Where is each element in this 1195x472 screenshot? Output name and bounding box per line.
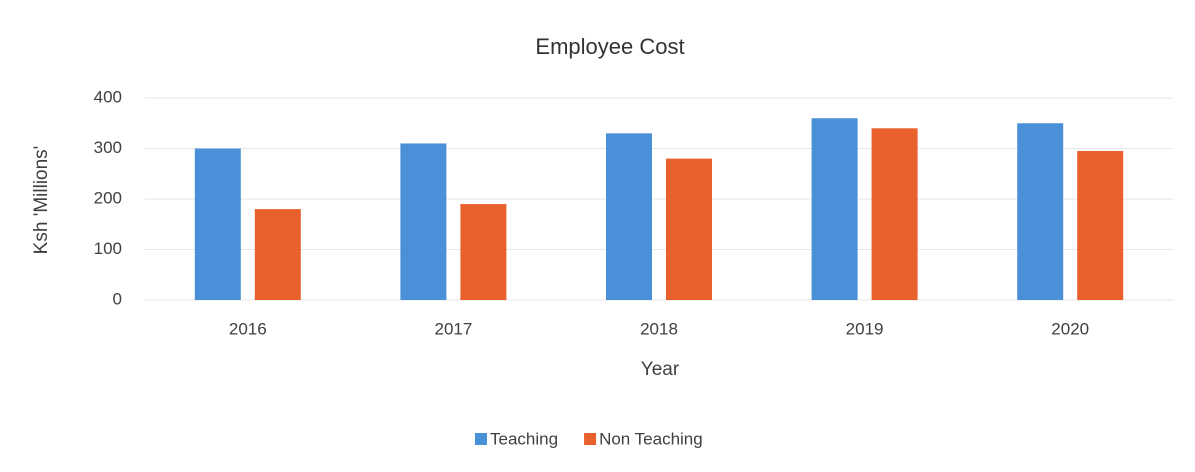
y-tick-label: 0 [113, 289, 122, 308]
y-axis-label: Ksh 'Millions' [31, 146, 52, 255]
x-tick-label: 2016 [229, 319, 267, 338]
y-tick-label: 100 [94, 239, 122, 258]
legend-label: Non Teaching [599, 429, 703, 448]
bar [871, 128, 918, 300]
x-tick-label: 2017 [434, 319, 472, 338]
y-tick-label: 200 [94, 188, 122, 207]
bar [666, 158, 712, 300]
y-tick-label: 400 [94, 87, 122, 106]
bar [1017, 123, 1064, 300]
bar [1077, 151, 1124, 300]
bar [194, 148, 241, 300]
bar [400, 143, 447, 300]
x-tick-label: 2018 [640, 319, 678, 338]
x-axis-label: Year [641, 359, 680, 380]
bar [460, 204, 507, 300]
bar [811, 118, 858, 300]
y-tick-label: 300 [94, 138, 122, 157]
x-tick-label: 2020 [1051, 319, 1089, 338]
chart-title: Employee Cost [535, 34, 684, 59]
legend-label: Teaching [490, 429, 558, 448]
bar [254, 209, 301, 300]
bar [606, 133, 652, 300]
legend-swatch [475, 433, 487, 445]
x-tick-label: 2019 [846, 319, 884, 338]
legend-swatch [584, 433, 597, 445]
